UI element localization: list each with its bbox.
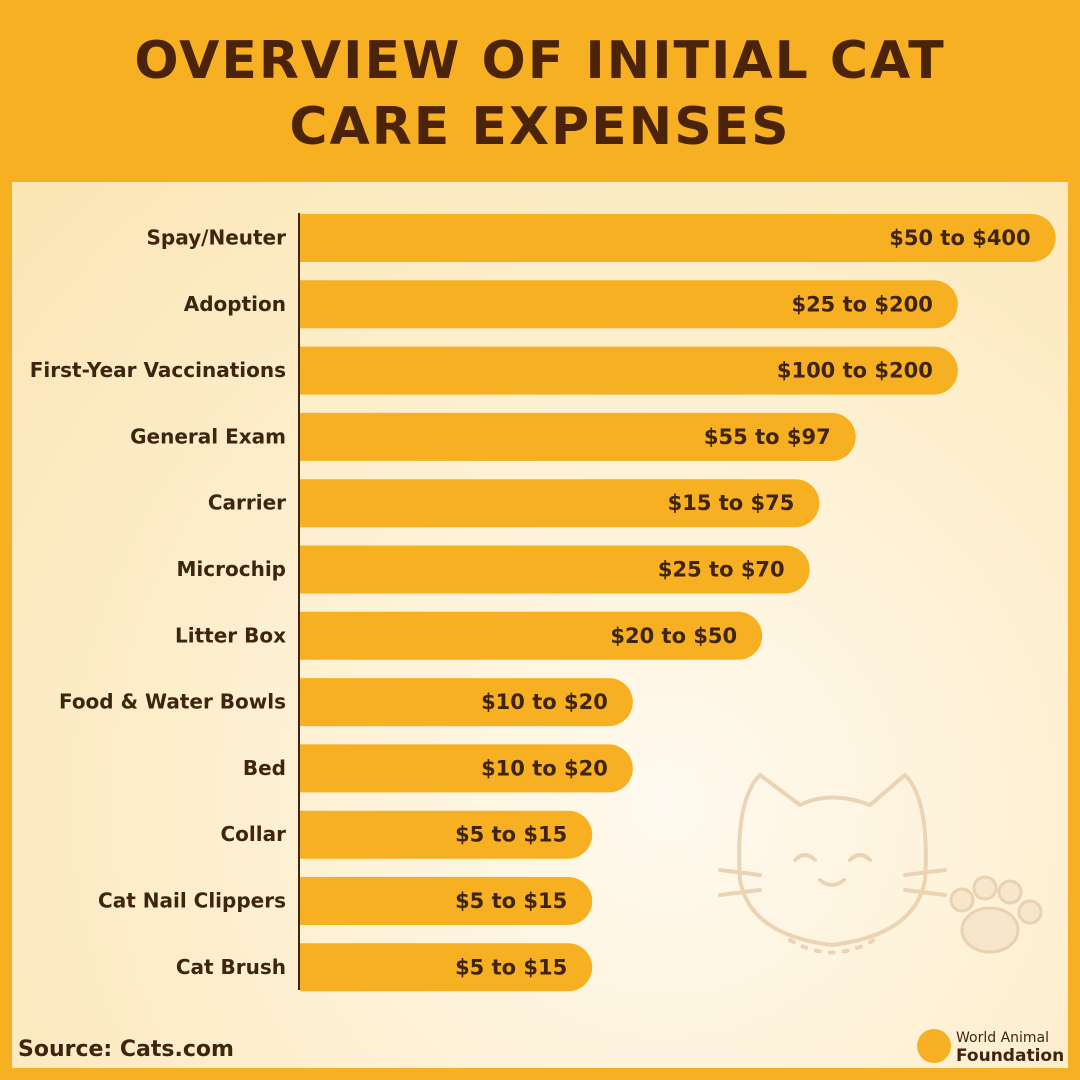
bar (300, 877, 593, 925)
category-label: Cat Nail Clippers (98, 889, 286, 913)
category-label: Carrier (208, 491, 286, 515)
category-label: Litter Box (175, 623, 286, 647)
value-label: $55 to $97 (704, 425, 831, 449)
value-label: $5 to $15 (455, 823, 567, 847)
category-label: Adoption (184, 292, 286, 316)
bar (300, 545, 810, 594)
value-label: $5 to $15 (455, 955, 567, 979)
category-label: Microchip (177, 557, 286, 581)
value-label: $10 to $20 (481, 690, 608, 714)
bar (300, 611, 763, 660)
bar (300, 479, 820, 528)
logo-line1: World Animal (956, 1030, 1049, 1046)
source: Source: Cats.com (18, 1037, 234, 1062)
title: OVERVIEW OF INITIAL CAT CARE EXPENSES (134, 31, 946, 157)
value-label: $10 to $20 (481, 756, 608, 780)
bar (300, 810, 593, 859)
value-label: $100 to $200 (777, 359, 933, 383)
value-label: $50 to $400 (889, 226, 1030, 250)
category-label: Spay/Neuter (147, 226, 287, 250)
logo-line2: Foundation (956, 1046, 1064, 1066)
value-label: $25 to $70 (658, 558, 785, 582)
value-label: $15 to $75 (668, 491, 795, 515)
bar (300, 412, 856, 461)
logo-icon (917, 1029, 951, 1063)
bar (300, 346, 958, 395)
category-label: Collar (221, 822, 287, 846)
category-label: General Exam (130, 424, 286, 448)
bar (300, 280, 958, 329)
value-label: $20 to $50 (610, 624, 737, 648)
bar (300, 214, 1056, 262)
bar (300, 678, 633, 727)
category-label: Bed (243, 756, 286, 780)
bar (300, 744, 633, 793)
category-label: Cat Brush (176, 955, 286, 979)
category-label: Food & Water Bowls (59, 690, 286, 714)
value-label: $25 to $200 (791, 292, 932, 316)
bar (300, 943, 593, 992)
category-label: First-Year Vaccinations (30, 358, 286, 382)
value-label: $5 to $15 (455, 889, 567, 913)
cat-decoration (718, 772, 1043, 955)
